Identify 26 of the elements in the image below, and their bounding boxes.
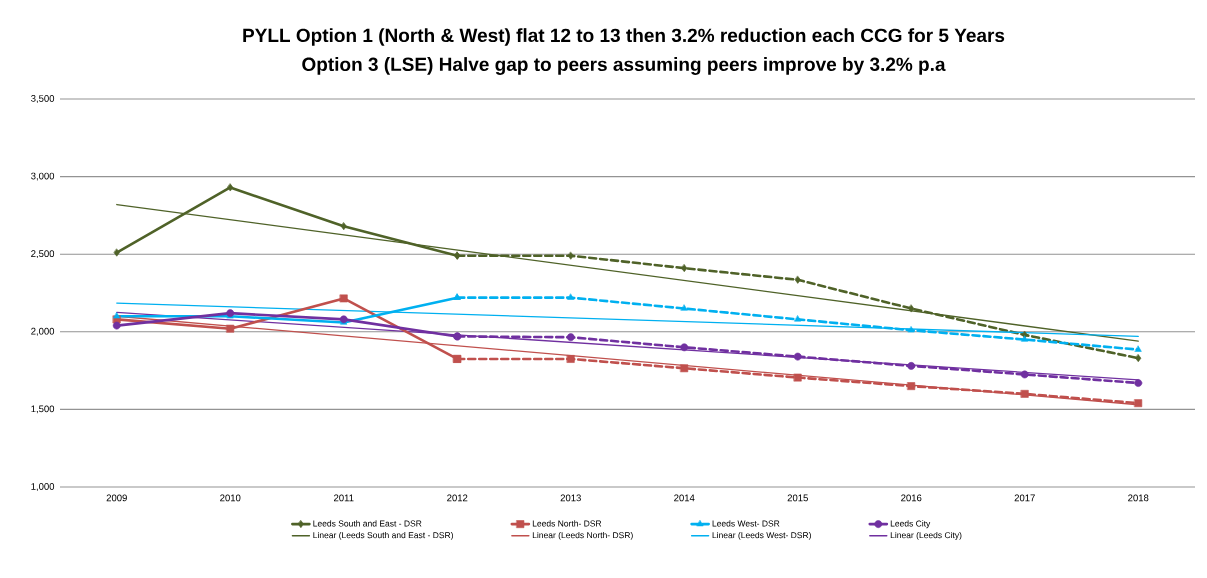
y-tick-label: 1,500: [31, 405, 55, 414]
legend-label: Leeds North- DSR: [532, 520, 602, 527]
legend-label: Linear (Leeds North- DSR): [532, 531, 633, 540]
x-tick-label: 2013: [560, 494, 581, 502]
legend-label: Leeds South and East - DSR: [313, 520, 422, 527]
x-tick-label: 2009: [106, 494, 127, 502]
chart-title: PYLL Option 1 (North & West) flat 12 to 13 then 3.2% reduction each CCG for 5 Years: [243, 28, 1005, 46]
chart-subtitle: Option 3 (LSE) Halve gap to peers assuming peers improve by 3.2% p.a: [302, 57, 946, 75]
x-tick-label: 2016: [901, 494, 922, 502]
y-tick-label: 1,000: [31, 483, 55, 491]
x-tick-label: 2012: [447, 494, 468, 502]
x-tick-label: 2017: [1014, 494, 1035, 502]
x-tick-label: 2018: [1128, 494, 1149, 502]
x-tick-label: 2011: [334, 494, 354, 502]
x-tick-label: 2010: [220, 494, 241, 502]
x-tick-label: 2014: [674, 494, 695, 502]
legend-label: Leeds City: [890, 520, 931, 529]
legend-label: Linear (Leeds West- DSR): [712, 531, 811, 540]
x-tick-label: 2015: [787, 494, 808, 502]
legend-label: Linear (Leeds South and East - DSR): [313, 531, 453, 540]
legend-label: Leeds West- DSR: [712, 520, 780, 527]
y-tick-label: 2,000: [31, 327, 55, 336]
y-tick-label: 3,500: [31, 95, 55, 103]
y-tick-label: 2,500: [31, 250, 55, 259]
y-tick-label: 3,000: [31, 172, 55, 181]
legend-label: Linear (Leeds City): [890, 531, 962, 540]
